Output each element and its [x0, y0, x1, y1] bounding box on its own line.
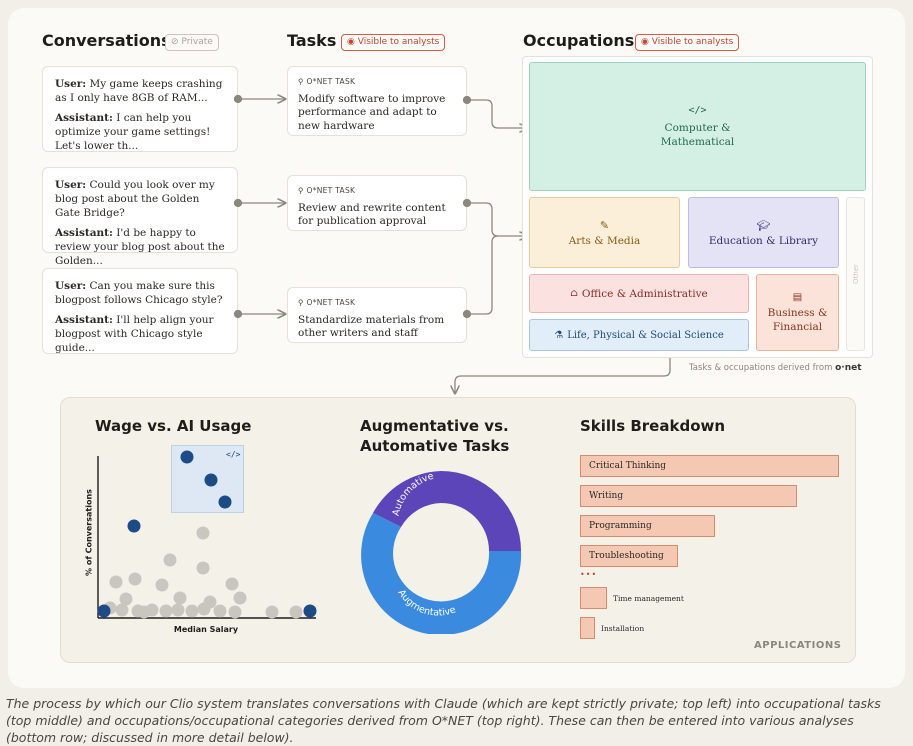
tasks-heading: Tasks — [287, 31, 337, 50]
occupation-life-physical-social-science: ⚗ Life, Physical & Social Science — [529, 319, 749, 351]
code-icon: </> — [226, 450, 241, 459]
task-card: ⚲ O*NET TASK Review and rewrite content … — [287, 175, 467, 231]
figure-caption: The process by which our Clio system tra… — [6, 696, 881, 745]
eye-icon: ◉ — [347, 37, 355, 47]
tasks-visibility-badge: ◉ Visible to analysts — [341, 34, 446, 51]
graduation-cap-icon: 🎓︎ — [756, 218, 771, 232]
wrench-icon: ⚲ — [298, 77, 304, 86]
building-icon: ⌂ — [570, 288, 578, 299]
wage-scatter-chart — [97, 450, 317, 619]
task-card: ⚲ O*NET TASK Standardize materials from … — [287, 287, 467, 343]
conversation-card: User: Could you look over my blog post a… — [42, 167, 238, 267]
occupation-office-administrative: ⌂ Office & Administrative — [529, 274, 749, 313]
occupation-other: Other — [846, 197, 865, 351]
private-badge: ⊘ Private — [165, 34, 219, 51]
onet-footnote: Tasks & occupations derived from o·net — [689, 363, 862, 373]
skill-bar-small — [580, 617, 595, 639]
flow-connectors — [233, 0, 671, 400]
conversation-card: User: My game keeps crashing as I only h… — [42, 66, 238, 152]
conversations-heading: Conversations — [42, 31, 171, 50]
task-card: ⚲ O*NET TASK Modify software to improve … — [287, 66, 467, 136]
occupation-education-library: 🎓︎ Education & Library — [688, 197, 839, 268]
wrench-icon: ⚲ — [298, 298, 304, 307]
skill-label-small: Time management — [613, 594, 684, 603]
occupations-visibility-badge: ◉ Visible to analysts — [635, 34, 740, 51]
augmentative-segment — [361, 513, 522, 634]
skill-bar-small — [580, 587, 607, 609]
wage-chart-ylabel: % of Conversations — [84, 489, 94, 576]
conversation-card: User: Can you make sure this blogpost fo… — [42, 268, 238, 354]
skill-label-small: Installation — [601, 624, 645, 633]
wage-chart-title: Wage vs. AI Usage — [95, 417, 252, 435]
occupation-arts-media: ✎ Arts & Media — [529, 197, 680, 268]
skills-title: Skills Breakdown — [580, 417, 726, 435]
paintbrush-icon: ✎ — [599, 218, 610, 232]
occupations-heading: Occupations — [523, 31, 635, 50]
wrench-icon: ⚲ — [298, 186, 304, 195]
skills-bars: Critical Thinking Writing Programming Tr… — [580, 455, 850, 645]
wage-chart-xlabel: Median Salary — [173, 625, 239, 634]
occupation-business-financial: ▤ Business & Financial — [756, 274, 839, 351]
skill-bar: Troubleshooting — [580, 545, 678, 567]
donut-title: Augmentative vs. Automative Tasks — [360, 417, 510, 455]
flask-icon: ⚗ — [554, 329, 564, 341]
skills-ellipsis: ••• — [580, 570, 598, 579]
occupation-computer-mathematical: </> Computer & Mathematical — [529, 62, 866, 191]
skill-bar: Critical Thinking — [580, 455, 839, 477]
skill-bar: Writing — [580, 485, 797, 507]
skill-bar: Programming — [580, 515, 715, 537]
eye-icon: ◉ — [641, 37, 649, 47]
augmentation-donut-chart: Automative Augmentative — [361, 471, 522, 634]
onet-logo: o·net — [835, 363, 862, 373]
applications-label: APPLICATIONS — [754, 640, 842, 651]
code-icon: </> — [688, 104, 707, 116]
eye-off-icon: ⊘ — [171, 37, 179, 47]
briefcase-icon: ▤ — [792, 291, 803, 303]
automative-segment — [441, 471, 521, 551]
